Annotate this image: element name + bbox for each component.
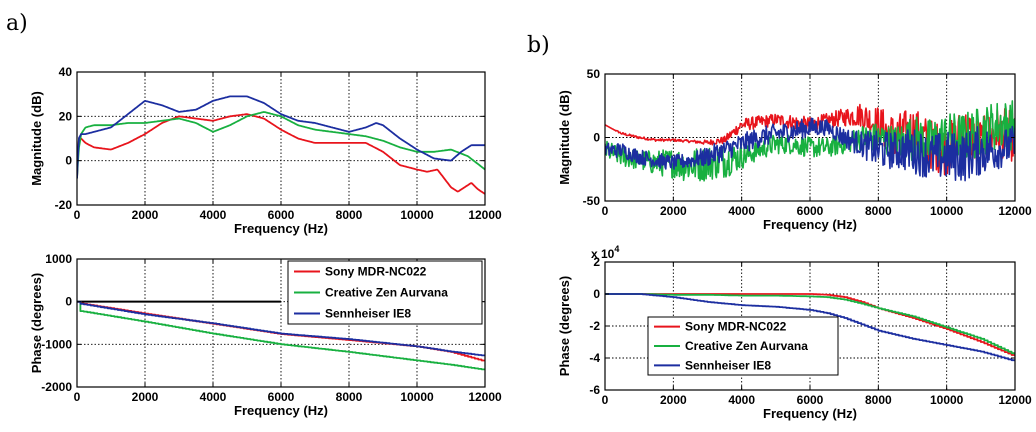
x-tick-label: 2000 — [132, 390, 159, 404]
legend-entry: Creative Zen Aurvana — [685, 339, 808, 353]
x-tick-label: 8000 — [336, 390, 363, 404]
x-tick-label: 4000 — [728, 204, 755, 218]
x-tick-label: 0 — [602, 393, 609, 407]
legend-entry: Creative Zen Aurvana — [325, 286, 448, 300]
series-group — [77, 300, 485, 371]
x-tick-label: 6000 — [797, 393, 824, 407]
x-axis-label: Frequency (Hz) — [234, 403, 328, 418]
x-tick-label: 8000 — [865, 393, 892, 407]
x-tick-label: 8000 — [336, 208, 363, 222]
y-axis-label: Phase (degrees) — [29, 273, 44, 373]
x-tick-label: 0 — [74, 208, 81, 222]
legend-entry: Sennheiser IE8 — [685, 358, 771, 372]
x-tick-label: 4000 — [200, 208, 227, 222]
y-tick-label: -1000 — [41, 337, 72, 351]
y-multiplier-exponent: 4 — [614, 244, 619, 254]
legend-entry: Sony MDR-NC022 — [685, 320, 787, 334]
x-tick-label: 0 — [602, 204, 609, 218]
x-tick-label: 10000 — [930, 204, 964, 218]
legend-box — [287, 260, 483, 325]
series-line-sennheiser-ie8 — [77, 300, 485, 357]
x-tick-label: 2000 — [660, 204, 687, 218]
y-tick-label: 2 — [593, 255, 600, 269]
chart-a_mag: 0 2000 4000 6000 8000 10000 12000-2002040Frequ… — [29, 65, 502, 236]
chart-b_mag: 0 2000 4000 6000 8000 10000 12000-50050Frequen… — [557, 67, 1032, 232]
x-tick-label: 6000 — [268, 208, 295, 222]
x-tick-label: 10000 — [400, 208, 434, 222]
series-group — [605, 100, 1015, 182]
series-group — [77, 95, 485, 195]
y-tick-label: 0 — [593, 131, 600, 145]
y-multiplier-base: x 10 — [591, 247, 615, 261]
x-tick-label: 6000 — [268, 390, 295, 404]
series-line-sennheiser-ie8 — [605, 293, 1015, 362]
x-axis-label: Frequency (Hz) — [763, 406, 857, 421]
legend-entry: Sony MDR-NC022 — [325, 265, 427, 279]
series-line-creative-zen-aurvana — [605, 293, 1015, 355]
x-tick-label: 12000 — [468, 208, 502, 222]
series-line-creative-zen-aurvana — [77, 300, 485, 371]
y-axis-label: Magnitude (dB) — [29, 91, 44, 186]
y-tick-label: 1000 — [45, 252, 72, 266]
series-line-sony-mdr-nc022 — [77, 113, 485, 195]
y-tick-label: -50 — [583, 194, 601, 208]
x-tick-label: 4000 — [200, 390, 227, 404]
panel-label-b: b) — [527, 33, 550, 58]
y-tick-label: -20 — [55, 198, 73, 212]
x-tick-label: 12000 — [998, 393, 1032, 407]
y-tick-label: -4 — [589, 351, 600, 365]
y-tick-label: -2000 — [41, 380, 72, 394]
legend: Sony MDR-NC022 Creative Zen Aurvana Sennhe… — [647, 316, 839, 376]
y-tick-label: -2 — [589, 319, 600, 333]
series-line-sennheiser-ie8 — [77, 95, 485, 179]
y-tick-label: 0 — [65, 295, 72, 309]
y-tick-label: 40 — [59, 65, 73, 79]
series-group — [605, 293, 1015, 362]
x-tick-label: 4000 — [728, 393, 755, 407]
series-line-creative-zen-aurvana — [77, 111, 485, 179]
x-tick-label: 8000 — [865, 204, 892, 218]
x-tick-label: 2000 — [132, 208, 159, 222]
y-tick-label: -6 — [589, 383, 600, 397]
y-tick-label: 0 — [593, 287, 600, 301]
x-tick-label: 6000 — [797, 204, 824, 218]
x-tick-label: 12000 — [468, 390, 502, 404]
x-tick-label: 2000 — [660, 393, 687, 407]
legend-entry: Sennheiser IE8 — [325, 307, 411, 321]
x-tick-label: 10000 — [400, 390, 434, 404]
x-tick-label: 0 — [74, 390, 81, 404]
chart-b_phase: 0 2000 4000 6000 8000 10000 12000 -6 -4 -2 0 2x 104… — [557, 244, 1032, 421]
y-axis-label: Phase (degrees) — [557, 276, 572, 376]
series-line-sennheiser-ie8 — [605, 117, 1015, 182]
panel-label-a: a) — [6, 11, 28, 36]
y-multiplier-label: x 104 — [591, 244, 619, 261]
x-tick-label: 12000 — [998, 204, 1032, 218]
y-tick-label: 50 — [587, 67, 601, 81]
legend: Sony MDR-NC022 Creative Zen Aurvana Sennhe… — [287, 260, 483, 325]
y-tick-label: 20 — [59, 109, 73, 123]
y-axis-label: Magnitude (dB) — [557, 90, 572, 185]
chart-a_phase: 0 2000 4000 6000 8000 10000 12000 -2000 -1000 0 10… — [29, 252, 502, 418]
x-tick-label: 10000 — [930, 393, 964, 407]
x-axis-label: Frequency (Hz) — [763, 217, 857, 232]
y-tick-label: 0 — [65, 154, 72, 168]
x-axis-label: Frequency (Hz) — [234, 221, 328, 236]
